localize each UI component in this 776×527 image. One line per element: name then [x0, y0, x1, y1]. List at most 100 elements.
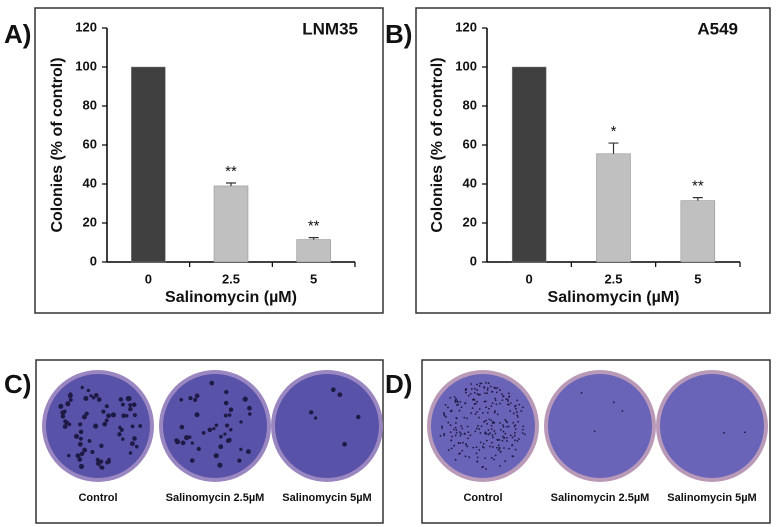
y-axis-label: Colonies (% of control)	[49, 57, 66, 232]
colony	[462, 441, 464, 444]
panel-label: A)	[4, 19, 31, 49]
colony	[454, 426, 457, 429]
colony	[479, 382, 482, 385]
colony	[512, 421, 515, 424]
colony	[118, 397, 124, 402]
colony	[497, 439, 500, 442]
colony	[502, 430, 505, 433]
colony	[505, 420, 508, 423]
colony	[449, 431, 452, 434]
colony	[443, 433, 446, 435]
y-tick-label: 40	[83, 175, 97, 190]
colony	[479, 441, 482, 444]
y-tick-label: 80	[83, 97, 97, 112]
colony	[107, 459, 111, 464]
colony	[502, 424, 504, 427]
colony	[128, 403, 132, 407]
colony	[504, 460, 507, 462]
colony	[65, 401, 71, 407]
colony	[447, 421, 450, 424]
colony	[179, 424, 185, 430]
colony	[78, 422, 83, 427]
panel-frame	[415, 7, 771, 314]
dish	[431, 374, 535, 478]
colony	[476, 383, 478, 386]
colony	[516, 414, 519, 417]
colony	[499, 402, 501, 405]
colony	[486, 423, 489, 425]
colony	[478, 449, 481, 451]
y-tick-label: 120	[75, 19, 97, 34]
colony	[511, 436, 514, 439]
colony	[125, 396, 131, 402]
y-tick-label: 80	[463, 97, 477, 112]
colony	[454, 458, 457, 461]
colony	[506, 421, 509, 424]
colony	[237, 458, 242, 463]
colony	[219, 434, 223, 439]
significance-marker: **	[692, 178, 704, 195]
colony	[212, 427, 216, 431]
x-tick-label: 2.5	[222, 271, 240, 286]
colony	[502, 435, 504, 438]
colony	[456, 404, 458, 406]
colony	[485, 439, 488, 442]
colony	[518, 403, 521, 406]
colony	[190, 441, 195, 445]
colony	[194, 393, 200, 399]
colony	[90, 449, 95, 454]
colony	[193, 397, 198, 402]
colony	[464, 455, 467, 458]
colony	[486, 411, 489, 414]
colony	[469, 434, 472, 437]
colony	[184, 435, 190, 441]
error-bar	[692, 197, 703, 201]
y-tick-label: 100	[75, 58, 97, 73]
colony	[494, 399, 497, 402]
colony	[79, 451, 85, 457]
colony	[227, 437, 232, 443]
colony	[514, 431, 516, 434]
colony	[495, 391, 498, 394]
colony	[460, 425, 463, 427]
colony	[485, 406, 488, 409]
colony	[223, 432, 227, 436]
colony	[467, 431, 470, 434]
colony	[484, 457, 487, 459]
colony	[523, 433, 526, 436]
colony	[506, 403, 509, 406]
colony	[454, 398, 457, 400]
colony	[68, 397, 73, 402]
y-tick-label: 60	[463, 136, 477, 151]
colony	[509, 402, 512, 404]
caption: Control	[78, 492, 117, 504]
colony	[486, 392, 489, 395]
colony	[73, 433, 80, 439]
colony	[506, 398, 509, 401]
colony	[487, 382, 490, 385]
bar	[596, 153, 631, 263]
colony	[743, 431, 746, 434]
colony	[337, 392, 343, 398]
colony	[473, 391, 476, 394]
colony	[475, 452, 478, 455]
colony	[342, 441, 347, 447]
colony	[474, 387, 476, 390]
colony	[489, 432, 491, 435]
colony	[521, 406, 524, 409]
colony	[102, 421, 108, 427]
colony	[472, 446, 475, 449]
y-tick-label: 20	[463, 214, 477, 229]
colony	[459, 434, 462, 437]
colony	[506, 440, 508, 442]
colony	[465, 391, 467, 394]
colony	[522, 425, 525, 428]
colony	[494, 397, 497, 400]
colony	[488, 418, 491, 421]
colony	[213, 453, 219, 459]
colony	[507, 425, 510, 428]
colony	[501, 393, 503, 396]
colony	[497, 444, 500, 447]
colony	[496, 386, 499, 389]
dish	[660, 374, 764, 478]
